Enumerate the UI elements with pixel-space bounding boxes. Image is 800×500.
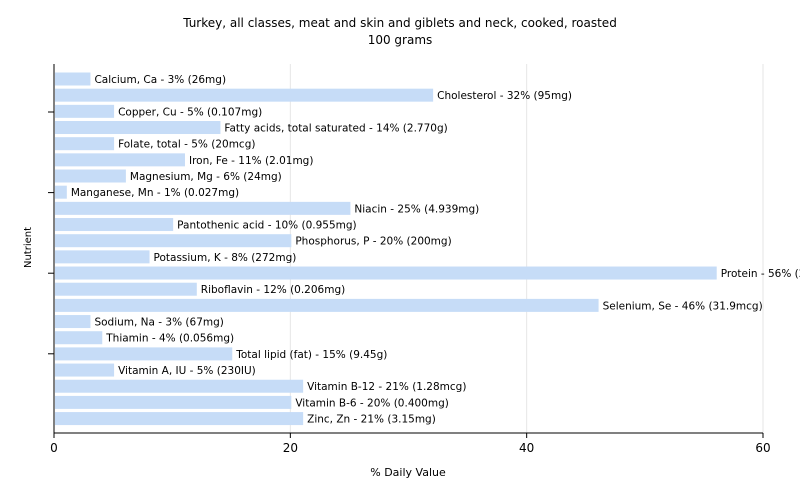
- bar-label-6: Magnesium, Mg - 6% (24mg): [130, 171, 282, 183]
- x-tick-label-1: 20: [283, 441, 298, 455]
- bar-label-13: Riboflavin - 12% (0.206mg): [201, 284, 345, 296]
- y-axis-label: Nutrient: [23, 226, 35, 269]
- bar-1: [55, 88, 434, 102]
- bar-16: [55, 331, 103, 345]
- bar-18: [55, 363, 115, 377]
- bar-label-14: Selenium, Se - 46% (31.9mcg): [603, 300, 763, 312]
- bar-label-10: Phosphorus, P - 20% (200mg): [295, 236, 451, 248]
- bar-label-1: Cholesterol - 32% (95mg): [437, 90, 572, 102]
- bar-17: [55, 347, 233, 361]
- bar-label-20: Vitamin B-6 - 20% (0.400mg): [295, 397, 449, 409]
- bar-20: [55, 395, 292, 409]
- x-axis-label: % Daily Value: [370, 466, 446, 479]
- bar-label-18: Vitamin A, IU - 5% (230IU): [118, 365, 256, 377]
- bar-7: [55, 185, 67, 199]
- bar-10: [55, 234, 292, 248]
- plot-area: [54, 64, 763, 433]
- bar-label-9: Pantothenic acid - 10% (0.955mg): [177, 220, 356, 232]
- bar-14: [55, 298, 599, 312]
- bar-15: [55, 315, 91, 329]
- bar-label-8: Niacin - 25% (4.939mg): [354, 203, 479, 215]
- bar-6: [55, 169, 126, 183]
- bar-13: [55, 282, 197, 296]
- bar-label-11: Potassium, K - 8% (272mg): [154, 252, 297, 264]
- bar-5: [55, 153, 185, 167]
- bar-21: [55, 412, 304, 426]
- bar-19: [55, 379, 304, 393]
- bar-3: [55, 121, 221, 135]
- bar-11: [55, 250, 150, 264]
- bar-12: [55, 266, 717, 280]
- bar-8: [55, 201, 351, 215]
- bar-label-4: Folate, total - 5% (20mcg): [118, 139, 255, 151]
- bar-label-16: Thiamin - 4% (0.056mg): [105, 333, 234, 345]
- chart-subtitle: 100 grams: [367, 33, 433, 47]
- bar-4: [55, 137, 115, 151]
- bar-2: [55, 104, 115, 118]
- bar-label-19: Vitamin B-12 - 21% (1.28mcg): [307, 381, 466, 393]
- x-tick-label-3: 60: [755, 441, 770, 455]
- bar-label-5: Iron, Fe - 11% (2.01mg): [189, 155, 313, 167]
- bar-0: [55, 72, 91, 86]
- bar-label-17: Total lipid (fat) - 15% (9.45g): [235, 349, 387, 361]
- bar-label-7: Manganese, Mn - 1% (0.027mg): [71, 187, 239, 199]
- bar-label-0: Calcium, Ca - 3% (26mg): [94, 74, 226, 86]
- x-tick-label-2: 40: [519, 441, 534, 455]
- bar-label-21: Zinc, Zn - 21% (3.15mg): [307, 414, 436, 426]
- bar-label-3: Fatty acids, total saturated - 14% (2.77…: [224, 123, 447, 135]
- bar-9: [55, 218, 174, 232]
- bar-label-2: Copper, Cu - 5% (0.107mg): [118, 106, 262, 118]
- x-tick-label-0: 0: [50, 441, 58, 455]
- chart-title: Turkey, all classes, meat and skin and g…: [183, 16, 617, 30]
- bar-label-12: Protein - 56% (27.98g): [721, 268, 800, 280]
- bar-label-15: Sodium, Na - 3% (67mg): [94, 317, 223, 329]
